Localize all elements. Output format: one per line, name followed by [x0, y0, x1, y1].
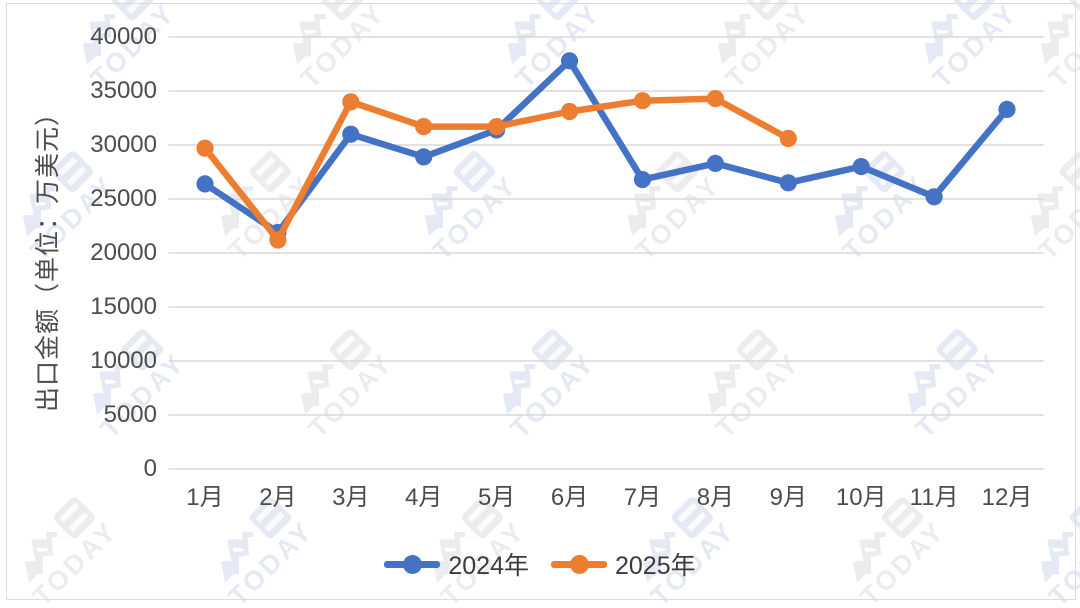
watermark: TODAY	[0, 494, 147, 608]
watermark: TODAY	[460, 0, 630, 100]
watermark: TODAY	[173, 148, 343, 272]
hands-logo-icon	[300, 364, 334, 415]
hands-logo-icon	[220, 186, 254, 237]
watermark: TODAY	[860, 326, 1030, 450]
hands-logo-icon	[507, 14, 541, 65]
legend-label-2024: 2024年	[448, 552, 529, 580]
hands-logo-icon	[92, 364, 126, 415]
hands-logo-icon	[1040, 532, 1074, 583]
hands-logo-icon	[432, 532, 466, 583]
watermark: TODAY	[660, 326, 830, 450]
hands-logo-icon	[22, 186, 56, 237]
watermark: TODAY	[173, 494, 343, 608]
watermark: TODAY	[35, 0, 205, 100]
watermark: TODAY	[670, 0, 840, 100]
y-axis-title: 出口金额（单位：万美元）	[34, 100, 62, 413]
legend-marker-2025-icon	[551, 554, 607, 574]
watermark: TODAY	[877, 0, 1047, 100]
legend-label-2025: 2025年	[615, 552, 696, 580]
watermark: TODAY	[805, 494, 975, 608]
watermark: TODAY	[595, 494, 765, 608]
hands-logo-icon	[627, 186, 661, 237]
hands-logo-icon	[924, 14, 958, 65]
watermark: TODAY	[45, 326, 215, 450]
hands-logo-icon	[907, 364, 941, 415]
legend-item-2025: 2025年	[551, 546, 696, 582]
hands-logo-icon	[292, 14, 326, 65]
hands-logo-icon	[834, 186, 868, 237]
hands-logo-icon	[220, 532, 254, 583]
watermark: TODAY	[253, 326, 423, 450]
watermark: TODAY	[993, 494, 1080, 608]
watermark: TODAY	[377, 148, 547, 272]
watermark: TODAY	[787, 148, 957, 272]
watermark: TODAY	[245, 0, 415, 100]
legend-marker-2024-icon	[384, 554, 441, 574]
hands-logo-icon	[642, 532, 676, 583]
hands-logo-icon	[1030, 186, 1064, 237]
legend-item-2024: 2024年	[384, 546, 529, 582]
hands-logo-icon	[717, 14, 751, 65]
hands-logo-icon	[24, 532, 58, 583]
watermark: TODAY	[983, 148, 1080, 272]
hands-logo-icon	[852, 532, 886, 583]
watermark: TODAY	[385, 494, 555, 608]
watermark: TODAY	[0, 148, 145, 272]
legend: 2024年 2025年	[0, 546, 1080, 582]
hands-logo-icon	[82, 14, 116, 65]
watermark: TODAY	[455, 326, 625, 450]
hands-logo-icon	[502, 364, 536, 415]
hands-logo-icon	[424, 186, 458, 237]
hands-logo-icon	[1040, 14, 1074, 65]
watermark: TODAY	[580, 148, 750, 272]
watermark: TODAY	[993, 0, 1080, 100]
hands-logo-icon	[707, 364, 741, 415]
